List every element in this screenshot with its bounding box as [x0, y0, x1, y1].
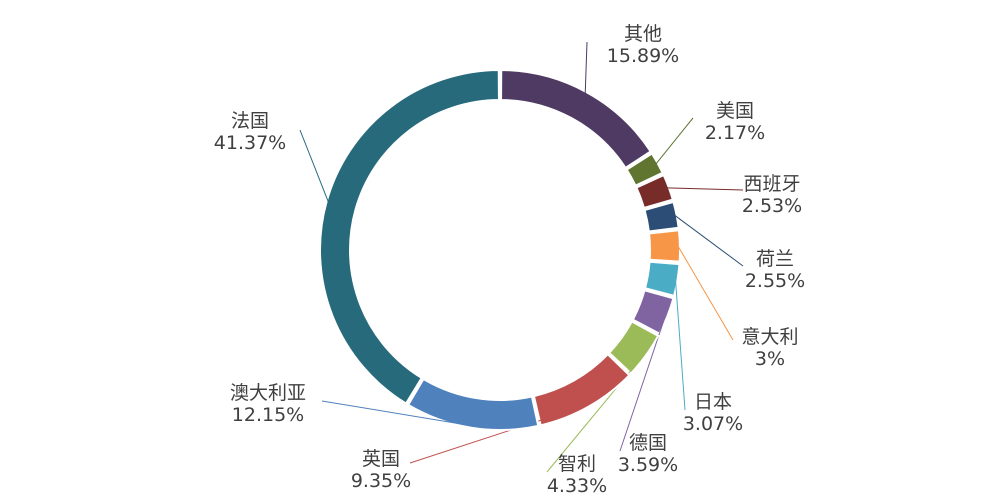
slice-value-label: 15.89% [607, 45, 679, 67]
donut-slice[interactable] [500, 68, 653, 170]
slice-name-label: 意大利 [741, 326, 798, 348]
slice-value-label: 12.15% [232, 404, 304, 426]
slice-value-label: 41.37% [214, 132, 286, 154]
slice-value-label: 3.07% [683, 413, 743, 435]
donut-slice[interactable] [319, 68, 500, 405]
donut-slice[interactable] [607, 320, 660, 375]
leader-line [655, 117, 694, 165]
slice-name-label: 英国 [362, 448, 400, 470]
leader-line [321, 400, 472, 427]
slice-name-label: 荷兰 [756, 248, 794, 270]
donut-slice[interactable] [625, 152, 664, 188]
slice-value-label: 2.55% [745, 270, 805, 292]
donut-slice[interactable] [647, 229, 681, 263]
slice-value-label: 9.35% [351, 470, 411, 492]
slice-name-label: 日本 [694, 391, 732, 413]
slice-value-label: 4.33% [547, 475, 607, 497]
leader-line [299, 129, 329, 203]
donut-slice[interactable] [635, 173, 675, 210]
leader-line [584, 41, 588, 94]
slice-value-label: 2.17% [705, 122, 765, 144]
slice-name-label: 西班牙 [743, 173, 800, 195]
slice-name-label: 澳大利亚 [230, 382, 306, 404]
slice-value-label: 3% [755, 348, 785, 370]
slice-name-label: 其他 [624, 23, 662, 45]
leader-line [674, 279, 686, 411]
donut-slice[interactable] [643, 260, 681, 298]
slice-value-label: 2.53% [742, 195, 802, 217]
slice-name-label: 美国 [716, 100, 754, 122]
slice-name-label: 智利 [558, 453, 596, 475]
donut-slice[interactable] [406, 377, 540, 431]
donut-slice[interactable] [643, 200, 680, 233]
slice-name-label: 德国 [629, 432, 667, 454]
donut-slice[interactable] [532, 352, 631, 427]
leader-line [677, 245, 734, 341]
leader-line [409, 404, 588, 464]
leader-line [674, 214, 744, 267]
slice-value-label: 3.59% [618, 454, 678, 476]
leader-line [666, 187, 744, 191]
slice-name-label: 法国 [231, 110, 269, 132]
